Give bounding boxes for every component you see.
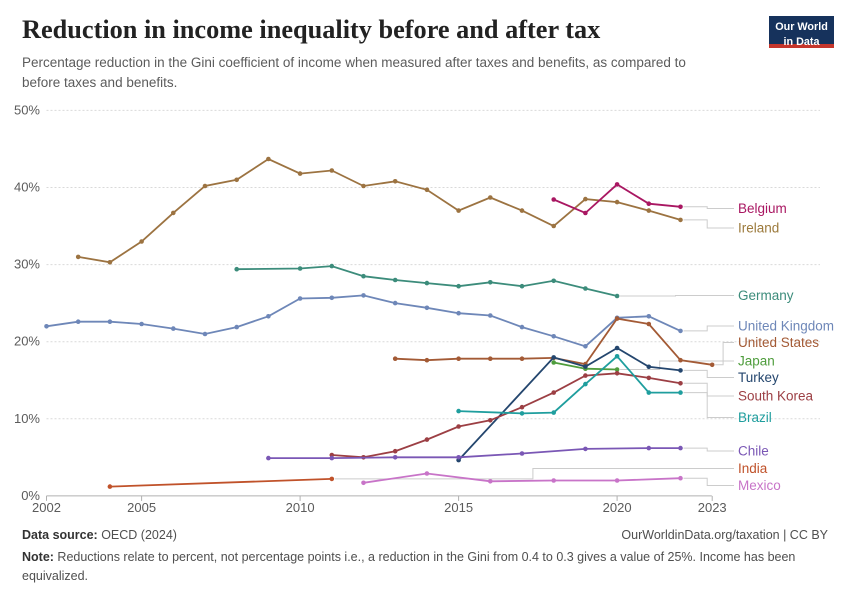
svg-text:United Kingdom: United Kingdom — [738, 319, 834, 334]
svg-text:2015: 2015 — [444, 500, 473, 515]
svg-text:Ireland: Ireland — [738, 221, 779, 236]
svg-text:20%: 20% — [14, 334, 40, 349]
svg-text:40%: 40% — [14, 180, 40, 195]
svg-text:Germany: Germany — [738, 288, 794, 303]
svg-text:Japan: Japan — [738, 354, 775, 369]
svg-text:Belgium: Belgium — [738, 201, 787, 216]
svg-text:30%: 30% — [14, 257, 40, 272]
svg-text:Brazil: Brazil — [738, 410, 772, 425]
svg-text:2023: 2023 — [698, 500, 727, 515]
svg-text:South Korea: South Korea — [738, 389, 814, 404]
svg-text:2020: 2020 — [603, 500, 632, 515]
svg-text:Turkey: Turkey — [738, 370, 779, 385]
svg-text:50%: 50% — [14, 102, 40, 117]
svg-text:10%: 10% — [14, 411, 40, 426]
svg-text:2005: 2005 — [127, 500, 156, 515]
svg-text:Chile: Chile — [738, 444, 769, 459]
svg-text:United States: United States — [738, 335, 819, 350]
svg-text:2002: 2002 — [32, 500, 61, 515]
svg-text:Mexico: Mexico — [738, 478, 781, 493]
svg-text:India: India — [738, 461, 768, 476]
svg-text:2010: 2010 — [286, 500, 315, 515]
